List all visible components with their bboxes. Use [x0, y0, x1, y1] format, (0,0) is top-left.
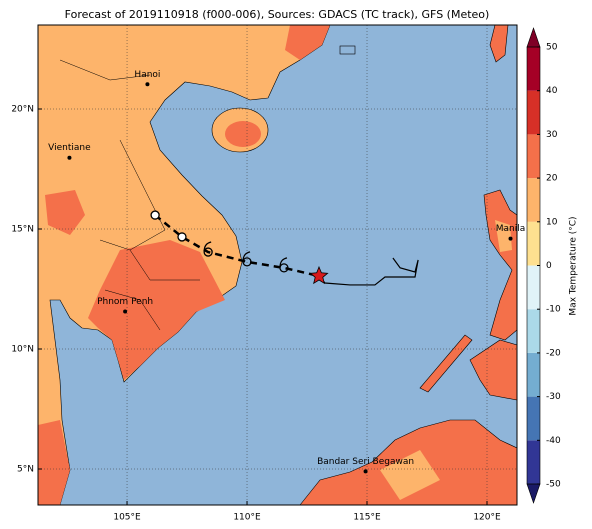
colorbar-bin	[527, 440, 540, 484]
colorbar-tick-label: -10	[546, 305, 561, 315]
colorbar-tick-label: -50	[546, 480, 561, 490]
city-marker	[145, 82, 150, 87]
storm-symbol	[279, 257, 289, 273]
storm-symbol	[242, 251, 252, 267]
colorbar-tick-label: 30	[546, 130, 558, 140]
storm-symbol	[150, 210, 160, 220]
colorbar-tick-label: -20	[546, 348, 561, 358]
colorbar-tick-label: 40	[546, 86, 558, 96]
lon-tick-label: 115°E	[353, 513, 381, 523]
colorbar-label: Max Temperature (°C)	[569, 216, 579, 315]
city-marker	[67, 155, 72, 160]
borders	[59, 59, 200, 331]
storm-symbol	[203, 241, 213, 257]
warm-region	[285, 25, 330, 60]
colorbar-under	[526, 483, 541, 504]
lon-tick-label: 120°E	[473, 513, 501, 523]
colorbar-over	[526, 27, 541, 48]
warm-region	[38, 420, 70, 505]
map-title: Forecast of 2019110918 (f000-006), Sourc…	[65, 8, 490, 21]
colorbar-bin	[527, 396, 540, 441]
city-marker	[363, 469, 368, 474]
colorbar-bin	[527, 221, 540, 266]
warm-region	[225, 121, 261, 147]
island	[339, 45, 356, 55]
colorbar-bin	[527, 178, 540, 222]
colorbar: -50 -40 -30 -20 -10 0 10 20 30 40 50	[526, 27, 561, 504]
city-label: Hanoi	[134, 70, 160, 80]
lat-tick-label: 20°N	[11, 105, 34, 115]
colorbar-bin	[527, 352, 540, 397]
colorbar-bin	[527, 47, 540, 91]
forecast-track	[318, 257, 419, 286]
colorbar-tick-label: 20	[546, 174, 558, 184]
colorbar-bin	[527, 134, 540, 179]
colorbar-tick-label: 50	[546, 43, 558, 53]
colorbar-tick-label: -40	[546, 436, 561, 446]
colorbar-bin	[527, 309, 540, 353]
past-track	[154, 214, 320, 278]
warm-region	[45, 190, 85, 235]
lon-tick-label: 105°E	[113, 513, 141, 523]
lon-tick-label: 110°E	[233, 513, 261, 523]
warm-region	[88, 240, 225, 380]
borneo-interior	[380, 450, 440, 500]
colorbar-tick-label: -30	[546, 392, 561, 402]
lat-tick-label: 5°N	[17, 465, 34, 475]
colorbar-bin	[527, 90, 540, 135]
map-area: Hanoi Vientiane Phnom Penh Manila Bandar Ser…	[37, 24, 526, 506]
philippines	[495, 220, 512, 252]
city-marker	[508, 236, 513, 241]
city-label: Vientiane	[48, 143, 91, 153]
city-label: Phnom Penh	[97, 297, 153, 307]
colorbar-tick-label: 0	[546, 261, 552, 271]
colorbar-bin	[527, 265, 540, 310]
city-label: Bandar Seri Begawan	[317, 457, 414, 467]
lat-tick-label: 15°N	[11, 225, 34, 235]
lat-tick-label: 10°N	[11, 345, 34, 355]
storm-symbol	[177, 232, 187, 242]
map-frame	[37, 24, 518, 506]
colorbar-tick-label: 10	[546, 217, 558, 227]
city-marker	[123, 309, 128, 314]
current-position	[309, 265, 329, 285]
city-label: Manila	[496, 224, 526, 234]
